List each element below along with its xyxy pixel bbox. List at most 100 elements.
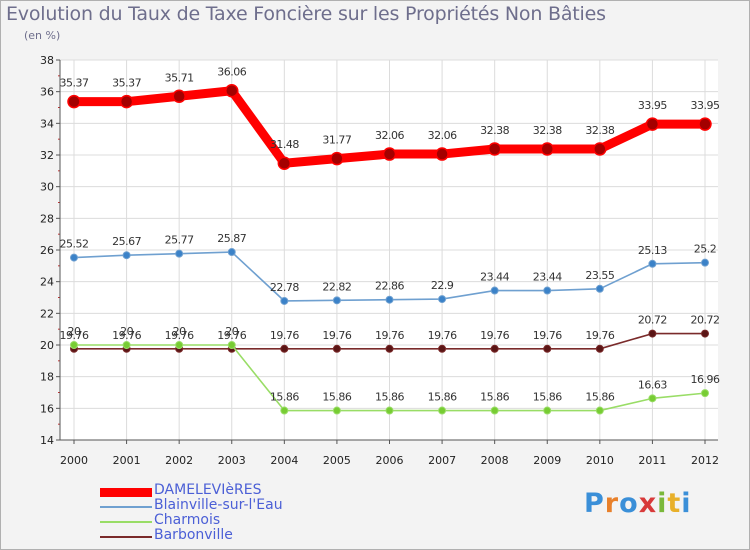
- data-point: [438, 406, 447, 415]
- data-label: 19.76: [585, 329, 614, 342]
- legend-swatch: [100, 506, 152, 508]
- y-tick-label: 38: [40, 54, 54, 67]
- data-point: [227, 248, 236, 257]
- data-label: 31.77: [322, 134, 351, 147]
- data-label: 22.9: [431, 279, 454, 292]
- data-label: 19.76: [217, 329, 246, 342]
- data-point: [122, 251, 131, 260]
- data-point: [701, 389, 709, 398]
- data-point: [593, 142, 607, 156]
- data-label: 36.06: [217, 66, 246, 79]
- data-point: [487, 142, 502, 156]
- data-point: [701, 258, 709, 267]
- data-label: 32.38: [585, 124, 614, 137]
- x-tick-label: 2010: [586, 454, 614, 467]
- data-point: [277, 156, 292, 170]
- data-label: 31.48: [270, 138, 299, 151]
- y-tick-label: 20: [40, 339, 54, 352]
- data-label: 35.37: [112, 77, 141, 90]
- data-point: [435, 147, 449, 161]
- data-point: [438, 295, 447, 304]
- data-point: [332, 344, 341, 353]
- data-point: [543, 344, 552, 353]
- legend-swatch: [100, 536, 152, 538]
- legend-label: DAMELEVIèRES: [154, 482, 262, 498]
- data-label: 19.76: [533, 329, 562, 342]
- data-point: [332, 296, 341, 305]
- logo-letter: P: [584, 488, 605, 519]
- data-point: [175, 249, 184, 258]
- data-point: [595, 344, 604, 353]
- x-tick-label: 2008: [481, 454, 509, 467]
- logo-letter: o: [619, 488, 639, 519]
- y-tick-label: 18: [40, 371, 54, 384]
- x-tick-label: 2012: [691, 454, 719, 467]
- data-point: [540, 142, 554, 156]
- data-label: 19.76: [375, 329, 404, 342]
- data-label: 25.52: [60, 238, 89, 251]
- data-label: 32.38: [480, 124, 509, 137]
- data-label: 20: [120, 325, 133, 338]
- data-label: 15.86: [533, 391, 562, 404]
- data-point: [67, 94, 81, 109]
- data-label: 22.86: [375, 280, 404, 293]
- data-label: 33.95: [691, 99, 720, 112]
- data-point: [385, 406, 394, 415]
- y-tick-label: 34: [40, 117, 54, 130]
- data-point: [332, 406, 341, 415]
- data-label: 15.86: [322, 391, 351, 404]
- data-point: [330, 151, 344, 166]
- data-label: 20: [68, 325, 81, 338]
- data-label: 32.06: [428, 129, 457, 142]
- data-point: [385, 295, 394, 304]
- data-point: [543, 286, 552, 295]
- chart-title: Evolution du Taux de Taxe Foncière sur l…: [6, 3, 606, 25]
- data-label: 15.86: [585, 391, 614, 404]
- data-point: [70, 253, 78, 262]
- data-point: [385, 344, 394, 353]
- data-label: 16.63: [638, 378, 667, 391]
- y-tick-label: 32: [40, 149, 54, 162]
- legend-swatch: [100, 487, 152, 497]
- data-point: [172, 89, 186, 104]
- data-point: [70, 341, 78, 349]
- data-point: [648, 259, 657, 268]
- data-label: 20: [173, 325, 186, 338]
- logo-letter: i: [681, 488, 692, 519]
- data-point: [280, 406, 289, 415]
- logo-letter: r: [604, 488, 620, 519]
- data-label: 15.86: [428, 391, 457, 404]
- data-label: 32.06: [375, 129, 404, 142]
- logo-letter: t: [667, 488, 682, 519]
- data-point: [280, 296, 289, 305]
- x-tick-label: 2011: [638, 454, 666, 467]
- data-label: 23.44: [533, 271, 562, 284]
- data-label: 19.76: [60, 329, 89, 342]
- x-tick-label: 2005: [323, 454, 351, 467]
- data-label: 19.76: [428, 329, 457, 342]
- x-tick-label: 2007: [428, 454, 456, 467]
- data-point: [122, 341, 131, 349]
- legend-swatch: [100, 521, 152, 523]
- x-tick-label: 2002: [165, 454, 193, 467]
- data-label: 25.87: [217, 232, 246, 245]
- data-point: [645, 117, 660, 131]
- data-point: [490, 344, 499, 353]
- data-label: 15.86: [375, 391, 404, 404]
- data-label: 19.76: [270, 329, 299, 342]
- data-point: [543, 406, 552, 415]
- data-label: 25.67: [112, 235, 141, 248]
- x-tick-label: 2000: [60, 454, 88, 467]
- y-tick-label: 26: [40, 244, 54, 257]
- data-label: 25.2: [694, 243, 717, 256]
- data-label: 20.72: [638, 314, 667, 327]
- x-tick-label: 2009: [533, 454, 561, 467]
- legend-label: Blainville-sur-l'Eau: [154, 497, 283, 513]
- y-tick-label: 28: [40, 212, 54, 225]
- data-label: 33.95: [638, 99, 667, 112]
- x-tick-label: 2006: [376, 454, 404, 467]
- y-tick-label: 14: [40, 434, 54, 447]
- data-label: 25.77: [165, 234, 194, 247]
- data-point: [595, 284, 604, 293]
- data-label: 16.96: [691, 373, 720, 386]
